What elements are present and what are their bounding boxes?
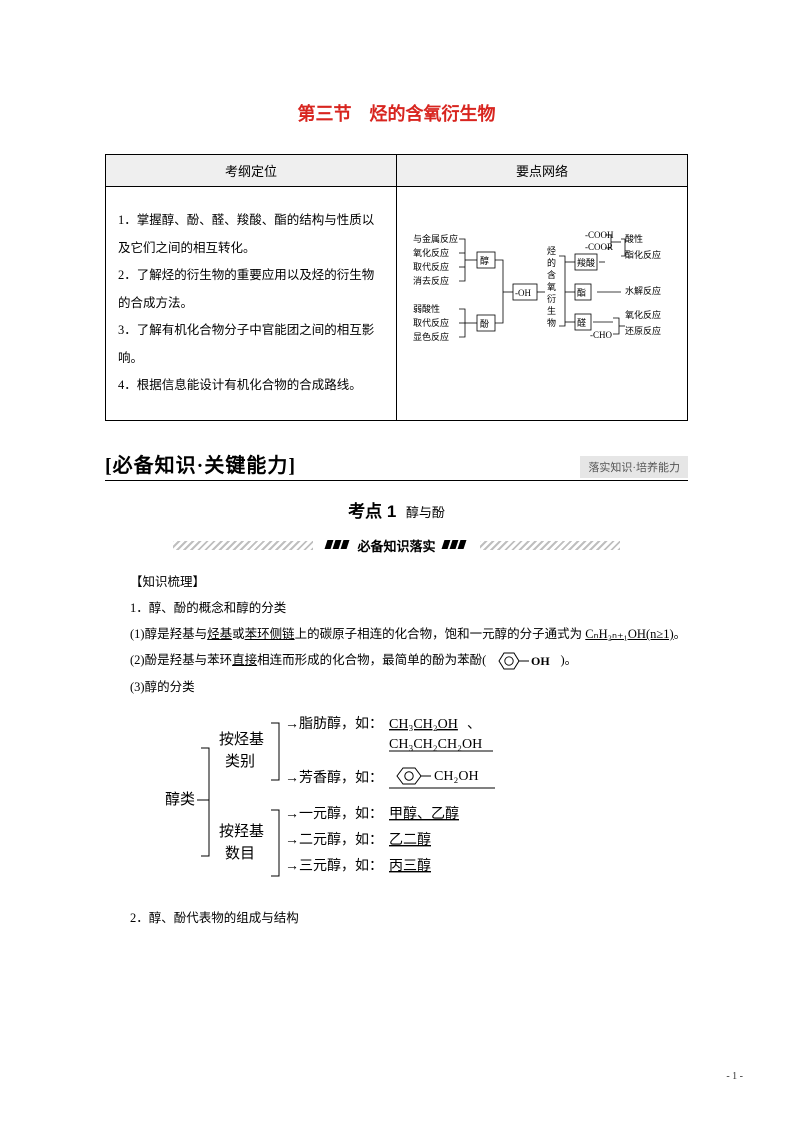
section-banner-left: [必备知识·关键能力] bbox=[105, 449, 296, 478]
outline-item: 3．了解有机化合物分子中官能团之间的相互影响。 bbox=[118, 317, 384, 372]
svg-text:醇: 醇 bbox=[480, 255, 489, 266]
outline-left-cell: 1．掌握醇、酚、醛、羧酸、酯的结构与性质以及它们之间的相互转化。 2．了解烃的衍… bbox=[106, 187, 397, 421]
svg-text:水解反应: 水解反应 bbox=[625, 285, 661, 296]
svg-text:取代反应: 取代反应 bbox=[413, 317, 449, 328]
kaodian-header: 考点 1 醇与酚 bbox=[105, 497, 688, 522]
p1b: (2)酚是羟基与苯环直接相连而形成的化合物，最简单的酚为苯酚( OH )。 bbox=[105, 647, 688, 673]
svg-text:衍: 衍 bbox=[547, 293, 556, 304]
outline-item: 4．根据信息能设计有机化合物的合成路线。 bbox=[118, 372, 384, 400]
sub-header-text: 必备知识落实 bbox=[357, 539, 435, 554]
svg-text:氧化反应: 氧化反应 bbox=[625, 309, 661, 320]
svg-text:甲醇、乙醇: 甲醇、乙醇 bbox=[389, 805, 459, 822]
concept-map: 与金属反应 氧化反应 取代反应 消去反应 弱酸性 取代反应 显色反应 醇 bbox=[401, 218, 683, 378]
svg-text:-CHO: -CHO bbox=[590, 330, 612, 340]
svg-text:显色反应: 显色反应 bbox=[413, 331, 449, 342]
svg-text:乙二醇: 乙二醇 bbox=[389, 831, 431, 848]
svg-text:类别: 类别 bbox=[225, 753, 255, 770]
box-decor-right bbox=[443, 537, 467, 553]
outline-table: 考纲定位 要点网络 1．掌握醇、酚、醛、羧酸、酯的结构与性质以及它们之间的相互转… bbox=[105, 154, 688, 421]
svg-text:→脂肪醇，如：: →脂肪醇，如： bbox=[285, 715, 383, 732]
svg-text:→二元醇，如：: →二元醇，如： bbox=[285, 831, 383, 848]
svg-text:氧化反应: 氧化反应 bbox=[413, 247, 449, 258]
hatch-decor-left bbox=[173, 541, 313, 550]
svg-text:酯化反应: 酯化反应 bbox=[625, 249, 661, 260]
svg-text:羧酸: 羧酸 bbox=[577, 257, 595, 268]
svg-text:-OH: -OH bbox=[515, 288, 531, 298]
page-number: - 1 - bbox=[726, 1071, 743, 1082]
hatch-decor-right bbox=[480, 541, 620, 550]
section-banner-right: 落实知识·培养能力 bbox=[580, 456, 688, 478]
phenol-icon: OH bbox=[489, 649, 557, 673]
svg-text:CH₃CH₂OH: CH₃CH₂OH bbox=[389, 717, 458, 732]
svg-text:醇类: 醇类 bbox=[165, 791, 195, 808]
kaodian-label: 考点 1 bbox=[348, 502, 396, 521]
svg-text:数目: 数目 bbox=[225, 845, 255, 862]
svg-text:氧: 氧 bbox=[547, 281, 556, 292]
svg-text:→芳香醇，如：: →芳香醇，如： bbox=[285, 769, 383, 786]
svg-text:生: 生 bbox=[547, 305, 556, 316]
svg-text:、: 、 bbox=[467, 717, 481, 732]
p2-heading: 2．醇、酚代表物的组成与结构 bbox=[105, 905, 688, 931]
kaodian-topic: 醇与酚 bbox=[406, 505, 445, 520]
svg-text:→三元醇，如：: →三元醇，如： bbox=[285, 857, 383, 874]
outline-header-right: 要点网络 bbox=[397, 155, 688, 187]
svg-text:烃: 烃 bbox=[547, 245, 556, 256]
svg-text:酯: 酯 bbox=[577, 288, 586, 298]
svg-text:按羟基: 按羟基 bbox=[219, 823, 264, 840]
svg-text:与金属反应: 与金属反应 bbox=[413, 233, 458, 244]
outline-item: 2．了解烃的衍生物的重要应用以及烃的衍生物的合成方法。 bbox=[118, 262, 384, 317]
sub-header-row: 必备知识落实 bbox=[105, 536, 688, 555]
svg-text:酸性: 酸性 bbox=[625, 233, 643, 244]
svg-text:OH: OH bbox=[531, 654, 550, 668]
svg-text:消去反应: 消去反应 bbox=[413, 275, 449, 286]
outline-item: 1．掌握醇、酚、醛、羧酸、酯的结构与性质以及它们之间的相互转化。 bbox=[118, 207, 384, 262]
svg-text:丙三醇: 丙三醇 bbox=[389, 857, 431, 874]
svg-text:CH₂OH: CH₂OH bbox=[434, 769, 479, 784]
outline-right-cell: 与金属反应 氧化反应 取代反应 消去反应 弱酸性 取代反应 显色反应 醇 bbox=[397, 187, 688, 421]
svg-text:醛: 醛 bbox=[577, 317, 586, 328]
body-text: 【知识梳理】 1．醇、酚的概念和醇的分类 (1)醇是羟基与烃基或苯环侧链上的碳原… bbox=[105, 569, 688, 932]
svg-text:按烃基: 按烃基 bbox=[219, 731, 264, 748]
svg-text:含: 含 bbox=[547, 269, 556, 280]
shuli-label: 【知识梳理】 bbox=[105, 569, 688, 595]
svg-text:物: 物 bbox=[547, 317, 556, 328]
svg-text:-COOR: -COOR bbox=[585, 242, 613, 252]
section-banner: [必备知识·关键能力] 落实知识·培养能力 bbox=[105, 451, 688, 481]
box-decor-left bbox=[326, 537, 350, 553]
p1a: (1)醇是羟基与烃基或苯环侧链上的碳原子相连的化合物，饱和一元醇的分子通式为 C… bbox=[105, 621, 688, 647]
svg-text:的: 的 bbox=[547, 257, 556, 268]
outline-header-left: 考纲定位 bbox=[106, 155, 397, 187]
svg-text:CH₃CH₂CH₂OH: CH₃CH₂CH₂OH bbox=[389, 737, 482, 752]
svg-text:酚: 酚 bbox=[480, 319, 489, 329]
svg-text:取代反应: 取代反应 bbox=[413, 261, 449, 272]
svg-text:→一元醇，如：: →一元醇，如： bbox=[285, 805, 383, 822]
svg-text:还原反应: 还原反应 bbox=[625, 325, 661, 336]
p1-heading: 1．醇、酚的概念和醇的分类 bbox=[105, 595, 688, 621]
classification-diagram: 醇类 按烃基 类别 →脂肪醇，如： CH₃CH₂OH 、 CH₃CH₂CH₂OH… bbox=[165, 708, 625, 888]
p1c: (3)醇的分类 bbox=[105, 674, 688, 700]
page-title: 第三节 烃的含氧衍生物 bbox=[105, 100, 688, 126]
svg-text:弱酸性: 弱酸性 bbox=[413, 303, 440, 314]
